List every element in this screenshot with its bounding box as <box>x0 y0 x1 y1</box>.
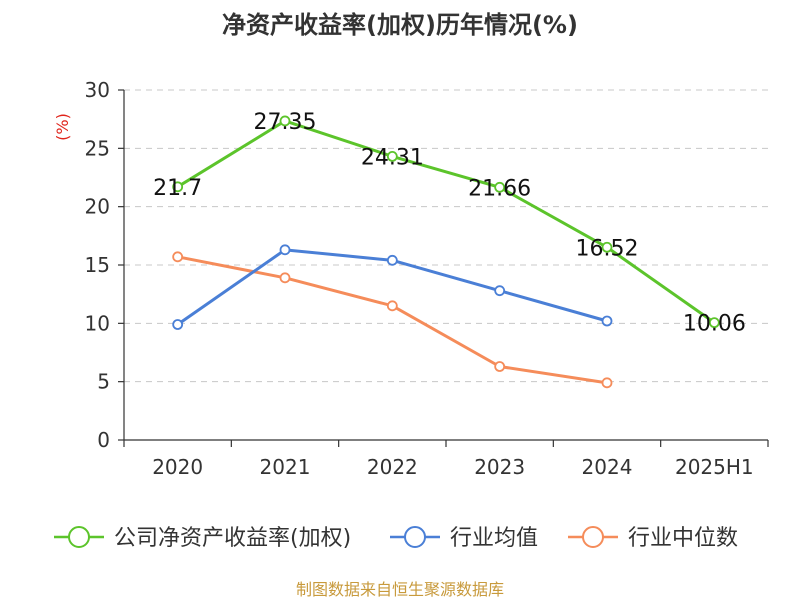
axes <box>118 89 769 447</box>
series-line <box>176 119 716 324</box>
x-tick-label: 2024 <box>582 455 633 479</box>
data-point <box>601 241 613 253</box>
data-point <box>172 181 184 193</box>
x-tick-label: 2025H1 <box>675 455 754 479</box>
data-point <box>386 254 398 266</box>
x-tick-labels: 2020 2021 2022 2023 2024 2025H1 <box>152 455 753 479</box>
legend-marker <box>404 526 426 548</box>
series-group <box>172 115 720 389</box>
data-point <box>279 115 291 127</box>
y-tick-label: 15 <box>85 253 110 277</box>
data-point <box>494 361 506 372</box>
data-point <box>386 300 398 312</box>
data-point <box>601 377 613 389</box>
legend-label: 公司净资产收益率(加权) <box>114 526 351 551</box>
data-point <box>494 181 506 193</box>
data-point <box>708 317 720 329</box>
x-tick-label: 2021 <box>260 455 311 479</box>
data-label: 16.52 <box>576 236 639 261</box>
legend-marker <box>582 526 604 548</box>
legend: 公司净资产收益率(加权) 行业均值 行业中位数 <box>54 526 738 551</box>
data-labels: 21.7 27.35 24.31 21.66 16.52 10.06 <box>153 110 746 337</box>
source-note: 制图数据来自恒生聚源数据库 <box>296 580 504 599</box>
y-tick-label: 25 <box>85 136 110 160</box>
x-tick-label: 2022 <box>367 455 418 479</box>
legend-label: 行业均值 <box>450 526 538 551</box>
x-tick-label: 2023 <box>474 455 525 479</box>
legend-marker <box>68 526 90 548</box>
data-point <box>279 272 291 284</box>
y-tick-label: 20 <box>85 195 110 219</box>
y-tick-label: 5 <box>97 370 110 394</box>
data-point <box>172 251 184 263</box>
data-point <box>279 244 291 256</box>
data-point <box>494 285 506 297</box>
y-tick-labels: 0 5 10 15 20 25 30 <box>85 78 110 452</box>
y-tick-label: 0 <box>97 428 110 452</box>
y-tick-label: 30 <box>85 78 110 102</box>
data-label: 24.31 <box>361 145 424 170</box>
series-line <box>177 255 608 385</box>
data-point <box>601 315 613 327</box>
x-tick-label: 2020 <box>152 455 203 479</box>
data-label: 27.35 <box>254 110 317 135</box>
grid-lines <box>124 89 768 383</box>
data-label: 21.7 <box>153 176 202 201</box>
data-point <box>386 150 398 162</box>
data-label: 21.66 <box>468 176 531 201</box>
legend-label: 行业中位数 <box>628 526 738 551</box>
data-label: 10.06 <box>683 312 746 337</box>
chart-title: 净资产收益率(加权)历年情况(%) <box>222 11 578 39</box>
data-point <box>172 319 184 330</box>
y-axis-label: (%) <box>53 113 72 141</box>
y-tick-label: 10 <box>85 311 110 335</box>
